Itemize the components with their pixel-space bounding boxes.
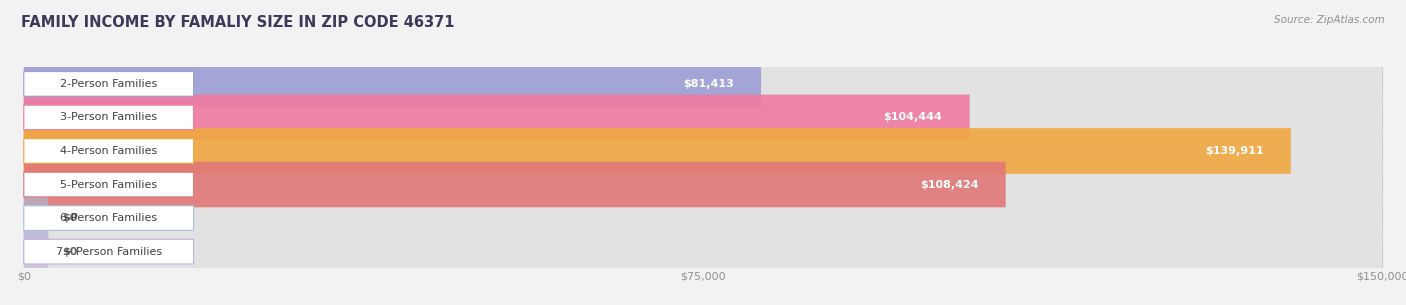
Text: 7+ Person Families: 7+ Person Families	[56, 247, 162, 257]
FancyBboxPatch shape	[24, 72, 194, 96]
FancyBboxPatch shape	[24, 229, 48, 274]
Text: 5-Person Families: 5-Person Families	[60, 180, 157, 189]
FancyBboxPatch shape	[24, 128, 1382, 174]
Text: $104,444: $104,444	[883, 113, 942, 122]
FancyBboxPatch shape	[24, 95, 970, 140]
Text: 4-Person Families: 4-Person Families	[60, 146, 157, 156]
Text: Source: ZipAtlas.com: Source: ZipAtlas.com	[1274, 15, 1385, 25]
FancyBboxPatch shape	[24, 195, 1382, 241]
Text: $139,911: $139,911	[1205, 146, 1264, 156]
Text: 6-Person Families: 6-Person Families	[60, 213, 157, 223]
FancyBboxPatch shape	[24, 95, 1382, 140]
FancyBboxPatch shape	[24, 128, 1291, 174]
Text: $0: $0	[62, 213, 77, 223]
Text: 2-Person Families: 2-Person Families	[60, 79, 157, 89]
FancyBboxPatch shape	[24, 162, 1005, 207]
Text: 3-Person Families: 3-Person Families	[60, 113, 157, 122]
FancyBboxPatch shape	[24, 229, 1382, 274]
FancyBboxPatch shape	[24, 162, 1382, 207]
Text: FAMILY INCOME BY FAMALIY SIZE IN ZIP CODE 46371: FAMILY INCOME BY FAMALIY SIZE IN ZIP COD…	[21, 15, 454, 30]
FancyBboxPatch shape	[24, 239, 194, 264]
FancyBboxPatch shape	[24, 105, 194, 130]
FancyBboxPatch shape	[24, 139, 194, 163]
Text: $108,424: $108,424	[920, 180, 979, 189]
FancyBboxPatch shape	[24, 172, 194, 197]
FancyBboxPatch shape	[24, 61, 1382, 107]
FancyBboxPatch shape	[24, 195, 48, 241]
Text: $81,413: $81,413	[683, 79, 734, 89]
FancyBboxPatch shape	[24, 206, 194, 230]
Text: $0: $0	[62, 247, 77, 257]
FancyBboxPatch shape	[24, 61, 761, 107]
